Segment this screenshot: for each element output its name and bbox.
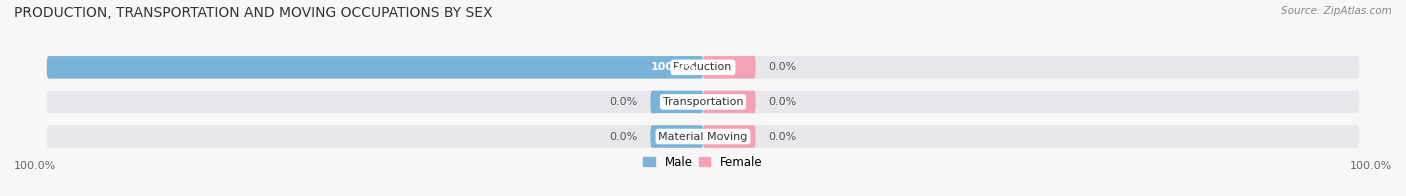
FancyBboxPatch shape — [651, 125, 703, 148]
Text: Production: Production — [673, 62, 733, 72]
FancyBboxPatch shape — [46, 56, 1360, 79]
Text: Transportation: Transportation — [662, 97, 744, 107]
Text: Source: ZipAtlas.com: Source: ZipAtlas.com — [1281, 6, 1392, 16]
FancyBboxPatch shape — [46, 125, 1360, 148]
Legend: Male, Female: Male, Female — [644, 156, 762, 169]
FancyBboxPatch shape — [46, 56, 703, 79]
Text: PRODUCTION, TRANSPORTATION AND MOVING OCCUPATIONS BY SEX: PRODUCTION, TRANSPORTATION AND MOVING OC… — [14, 6, 492, 20]
FancyBboxPatch shape — [703, 56, 755, 79]
FancyBboxPatch shape — [703, 125, 755, 148]
Text: 0.0%: 0.0% — [609, 97, 637, 107]
Text: 100.0%: 100.0% — [651, 62, 696, 72]
FancyBboxPatch shape — [703, 91, 755, 113]
Text: 0.0%: 0.0% — [769, 62, 797, 72]
Text: 100.0%: 100.0% — [14, 161, 56, 171]
FancyBboxPatch shape — [651, 91, 703, 113]
Text: 0.0%: 0.0% — [769, 132, 797, 142]
Text: 100.0%: 100.0% — [1350, 161, 1392, 171]
Text: Material Moving: Material Moving — [658, 132, 748, 142]
FancyBboxPatch shape — [46, 91, 1360, 113]
Text: 0.0%: 0.0% — [769, 97, 797, 107]
Text: 0.0%: 0.0% — [609, 132, 637, 142]
